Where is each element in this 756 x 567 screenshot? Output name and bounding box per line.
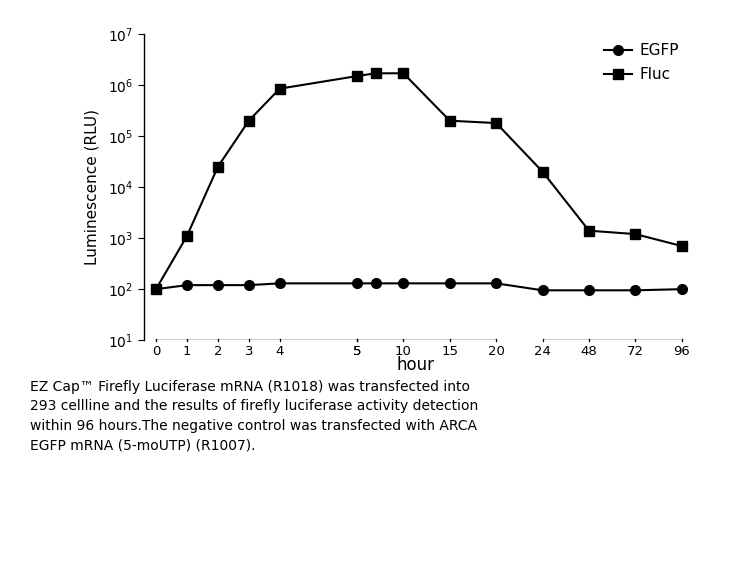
Text: 5: 5 xyxy=(353,345,361,358)
Text: 5: 5 xyxy=(353,345,361,358)
Text: 4: 4 xyxy=(275,345,284,358)
EGFP xyxy=(538,287,547,294)
EGFP xyxy=(371,280,380,287)
Fluc xyxy=(631,231,640,238)
Text: hour: hour xyxy=(397,356,435,374)
Text: 3: 3 xyxy=(244,345,253,358)
Text: 48: 48 xyxy=(581,345,597,358)
Fluc xyxy=(677,243,686,249)
Fluc xyxy=(182,232,191,239)
Text: 72: 72 xyxy=(627,345,644,358)
Fluc xyxy=(275,85,284,92)
Text: 2: 2 xyxy=(214,345,222,358)
EGFP xyxy=(182,282,191,289)
Y-axis label: Luminescence (RLU): Luminescence (RLU) xyxy=(85,109,100,265)
EGFP xyxy=(213,282,222,289)
Text: 0: 0 xyxy=(152,345,160,358)
Fluc xyxy=(584,227,593,234)
Fluc xyxy=(445,117,454,124)
EGFP xyxy=(491,280,500,287)
Fluc xyxy=(352,73,361,79)
EGFP xyxy=(399,280,408,287)
EGFP xyxy=(244,282,253,289)
Line: EGFP: EGFP xyxy=(151,278,686,295)
EGFP xyxy=(445,280,454,287)
Fluc xyxy=(244,117,253,124)
EGFP xyxy=(275,280,284,287)
Fluc xyxy=(151,286,160,293)
EGFP xyxy=(631,287,640,294)
Text: 15: 15 xyxy=(442,345,458,358)
EGFP xyxy=(352,280,361,287)
Text: 1: 1 xyxy=(183,345,191,358)
Text: 20: 20 xyxy=(488,345,505,358)
Fluc xyxy=(538,168,547,175)
EGFP xyxy=(677,286,686,293)
Fluc xyxy=(213,163,222,170)
EGFP xyxy=(584,287,593,294)
Fluc xyxy=(399,70,408,77)
Text: EZ Cap™ Firefly Luciferase mRNA (R1018) was transfected into
293 cellline and th: EZ Cap™ Firefly Luciferase mRNA (R1018) … xyxy=(30,380,479,452)
Text: 10: 10 xyxy=(395,345,412,358)
Fluc xyxy=(371,70,380,77)
Legend: EGFP, Fluc: EGFP, Fluc xyxy=(598,37,685,88)
EGFP xyxy=(151,286,160,293)
Text: 24: 24 xyxy=(534,345,551,358)
Line: Fluc: Fluc xyxy=(151,69,686,294)
Text: 96: 96 xyxy=(674,345,690,358)
Fluc xyxy=(491,120,500,126)
